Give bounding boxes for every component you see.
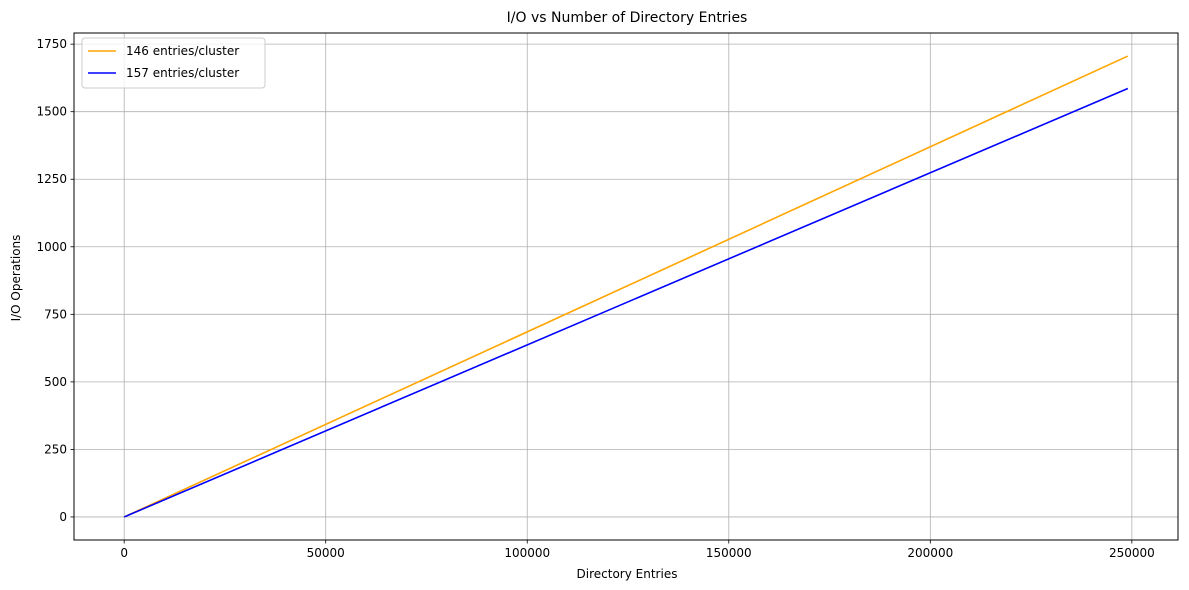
- y-tick-label: 1750: [36, 37, 67, 51]
- series-line-1: [123, 87, 1129, 518]
- y-tick-label: 500: [44, 375, 67, 389]
- legend-entry-157: 157 entries/cluster: [126, 66, 239, 80]
- legend-entry-146: 146 entries/cluster: [126, 44, 239, 58]
- x-tick-label: 50000: [307, 546, 345, 560]
- x-tick-label: 0: [120, 546, 128, 560]
- series-lines: [123, 55, 1129, 518]
- x-tick-label: 250000: [1109, 546, 1155, 560]
- y-tick-label: 1500: [36, 105, 67, 119]
- x-tick-label: 150000: [706, 546, 752, 560]
- y-tick-label: 1000: [36, 240, 67, 254]
- x-tick-label: 200000: [907, 546, 953, 560]
- y-tick-label: 1250: [36, 172, 67, 186]
- plot-frame: [73, 32, 1179, 541]
- chart-title: I/O vs Number of Directory Entries: [507, 10, 748, 26]
- legend: 146 entries/cluster 157 entries/cluster: [81, 37, 266, 89]
- x-axis-label: Directory Entries: [577, 567, 678, 581]
- x-tick-label: 100000: [504, 546, 550, 560]
- grid: [74, 33, 1178, 540]
- y-tick-label: 0: [59, 510, 67, 524]
- y-axis-ticks: 0 250 500 750 1000 1250 1500 1750: [36, 37, 74, 524]
- y-tick-label: 750: [44, 307, 67, 321]
- y-tick-label: 250: [44, 442, 67, 456]
- y-axis-label: I/O Operations: [9, 235, 23, 322]
- legend-box: [81, 37, 266, 89]
- series-line-0: [123, 55, 1129, 518]
- x-axis-ticks: 0 50000 100000 150000 200000 250000: [120, 540, 1155, 560]
